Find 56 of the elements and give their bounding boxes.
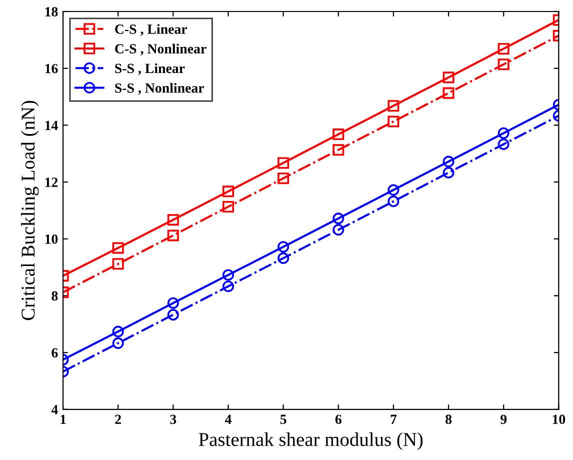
point	[498, 127, 510, 139]
x-tick-label: 3	[170, 414, 176, 424]
x-tick-label: 1	[60, 414, 66, 424]
legend-label: S-S , Linear	[115, 63, 185, 76]
y-tick-label: 4	[51, 405, 58, 414]
x-tick-label: 7	[390, 414, 397, 424]
point	[167, 297, 179, 309]
y-tick-label: 10	[45, 234, 58, 244]
point	[332, 212, 344, 224]
x-tick-label: 9	[500, 414, 507, 424]
point	[388, 196, 400, 208]
y-tick-label: 8	[52, 291, 58, 301]
y-tick-label: 16	[45, 64, 58, 74]
point	[388, 100, 400, 112]
legend-label: C-S , Linear	[115, 24, 188, 36]
point	[498, 58, 510, 70]
legend-label: S-S , Nonlinear	[115, 82, 204, 95]
x-tick-label: 4	[224, 414, 232, 424]
point	[222, 186, 234, 198]
x-tick-label: 2	[115, 414, 121, 424]
point	[442, 72, 454, 84]
point	[167, 214, 179, 226]
point	[112, 326, 124, 338]
x-tick-label: 5	[280, 414, 286, 424]
x-tick-label: 10	[552, 414, 566, 424]
point	[498, 138, 510, 150]
point	[388, 116, 400, 128]
point	[442, 166, 454, 178]
point	[278, 172, 290, 184]
point	[112, 337, 124, 349]
y-tick-label: 14	[45, 120, 58, 130]
y-tick-label: 6	[52, 348, 58, 358]
point	[112, 242, 124, 254]
point	[167, 230, 179, 242]
point	[222, 280, 234, 292]
point	[278, 252, 290, 264]
point	[332, 224, 344, 236]
y-tick-label: 12	[45, 178, 58, 187]
point	[442, 156, 454, 168]
point	[278, 157, 290, 169]
point	[442, 87, 454, 99]
point	[222, 269, 234, 281]
y-tick-label: 18	[45, 7, 58, 16]
x-axis-title: Pasternak shear modulus (N)	[198, 432, 423, 450]
point	[332, 128, 344, 140]
y-axis-title: Critical Buckling Load (nN)	[21, 100, 39, 320]
point	[222, 200, 234, 213]
x-tick-label: 6	[335, 414, 342, 424]
point	[278, 241, 290, 253]
point	[332, 144, 344, 156]
point	[112, 258, 124, 270]
point	[388, 184, 400, 196]
x-tick-label: 8	[446, 414, 452, 424]
point	[167, 308, 179, 321]
point	[498, 42, 510, 54]
legend-label: C-S , Nonlinear	[115, 44, 206, 56]
